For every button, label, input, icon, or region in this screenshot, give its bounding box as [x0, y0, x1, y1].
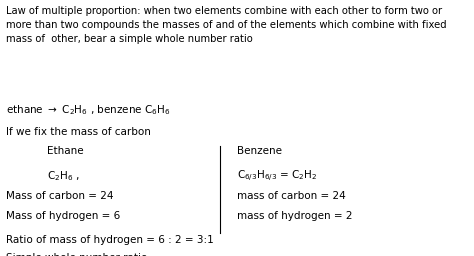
- Text: If we fix the mass of carbon: If we fix the mass of carbon: [6, 127, 151, 137]
- Text: mass of hydrogen = 2: mass of hydrogen = 2: [237, 211, 353, 221]
- Text: C$_2$H$_6$ ,: C$_2$H$_6$ ,: [47, 169, 80, 183]
- Text: Mass of carbon = 24: Mass of carbon = 24: [6, 191, 113, 201]
- Text: Ratio of mass of hydrogen = 6 : 2 = 3:1: Ratio of mass of hydrogen = 6 : 2 = 3:1: [6, 235, 213, 245]
- Text: Mass of hydrogen = 6: Mass of hydrogen = 6: [6, 211, 120, 221]
- Text: Law of multiple proportion: when two elements combine with each other to form tw: Law of multiple proportion: when two ele…: [6, 6, 447, 44]
- Text: Ethane: Ethane: [47, 146, 84, 156]
- Text: C$_{6/3}$H$_{6/3}$ = C$_2$H$_2$: C$_{6/3}$H$_{6/3}$ = C$_2$H$_2$: [237, 169, 318, 184]
- Text: Benzene: Benzene: [237, 146, 282, 156]
- Text: mass of carbon = 24: mass of carbon = 24: [237, 191, 346, 201]
- Text: ethane $\rightarrow$ C$_2$H$_6$ , benzene C$_6$H$_6$: ethane $\rightarrow$ C$_2$H$_6$ , benzen…: [6, 104, 170, 118]
- Text: Simple whole number ratio: Simple whole number ratio: [6, 253, 147, 256]
